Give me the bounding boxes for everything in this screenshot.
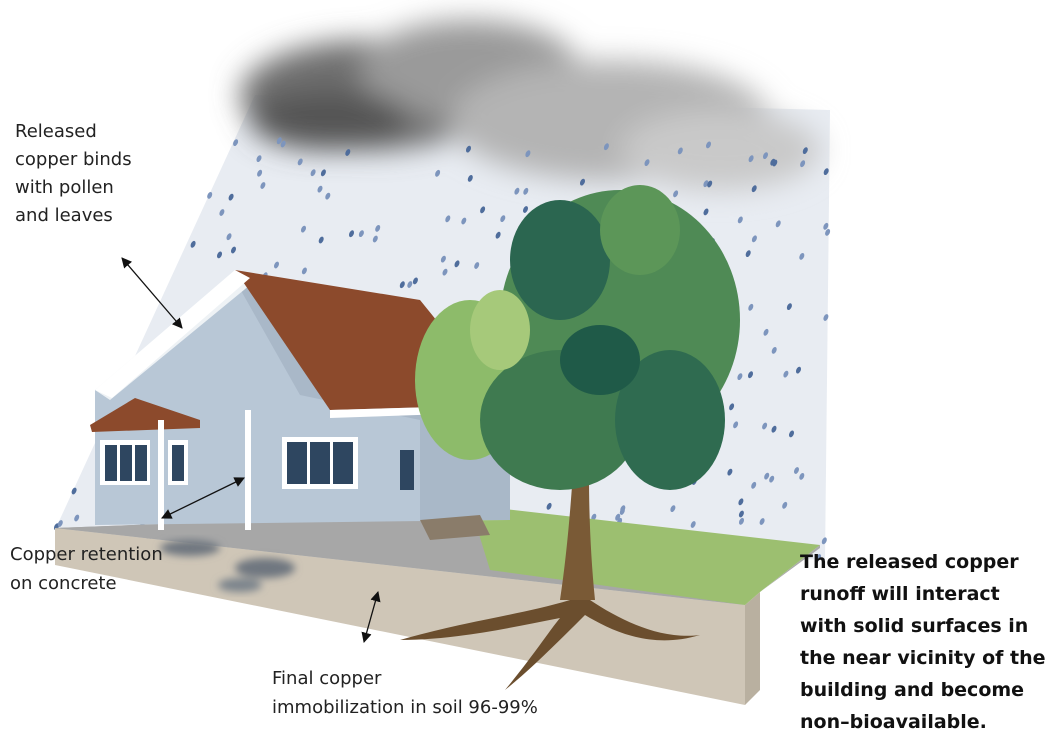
label-line: Final copper <box>272 668 382 689</box>
label-line: copper binds <box>15 149 132 170</box>
label-line: with solid surfaces in <box>800 615 1028 637</box>
label-line: on concrete <box>10 573 117 594</box>
label-line: and leaves <box>15 205 113 226</box>
label-line: Copper retention <box>10 544 163 565</box>
label-line: non–bioavailable. <box>800 711 987 733</box>
label-line: The released copper <box>800 551 1019 573</box>
label-line: Released <box>15 121 97 142</box>
label-line: the near vicinity of the <box>800 647 1046 669</box>
soil-side <box>745 592 760 705</box>
label-line: building and become <box>800 679 1024 701</box>
page: Released copper binds with pollen and leave… <box>0 0 1057 749</box>
label-line: runoff will interact <box>800 583 1000 605</box>
label-line: immobilization in soil 96-99% <box>272 697 538 718</box>
label-line: with pollen <box>15 177 114 198</box>
illustration: Released copper binds with pollen and leave… <box>0 0 1057 749</box>
